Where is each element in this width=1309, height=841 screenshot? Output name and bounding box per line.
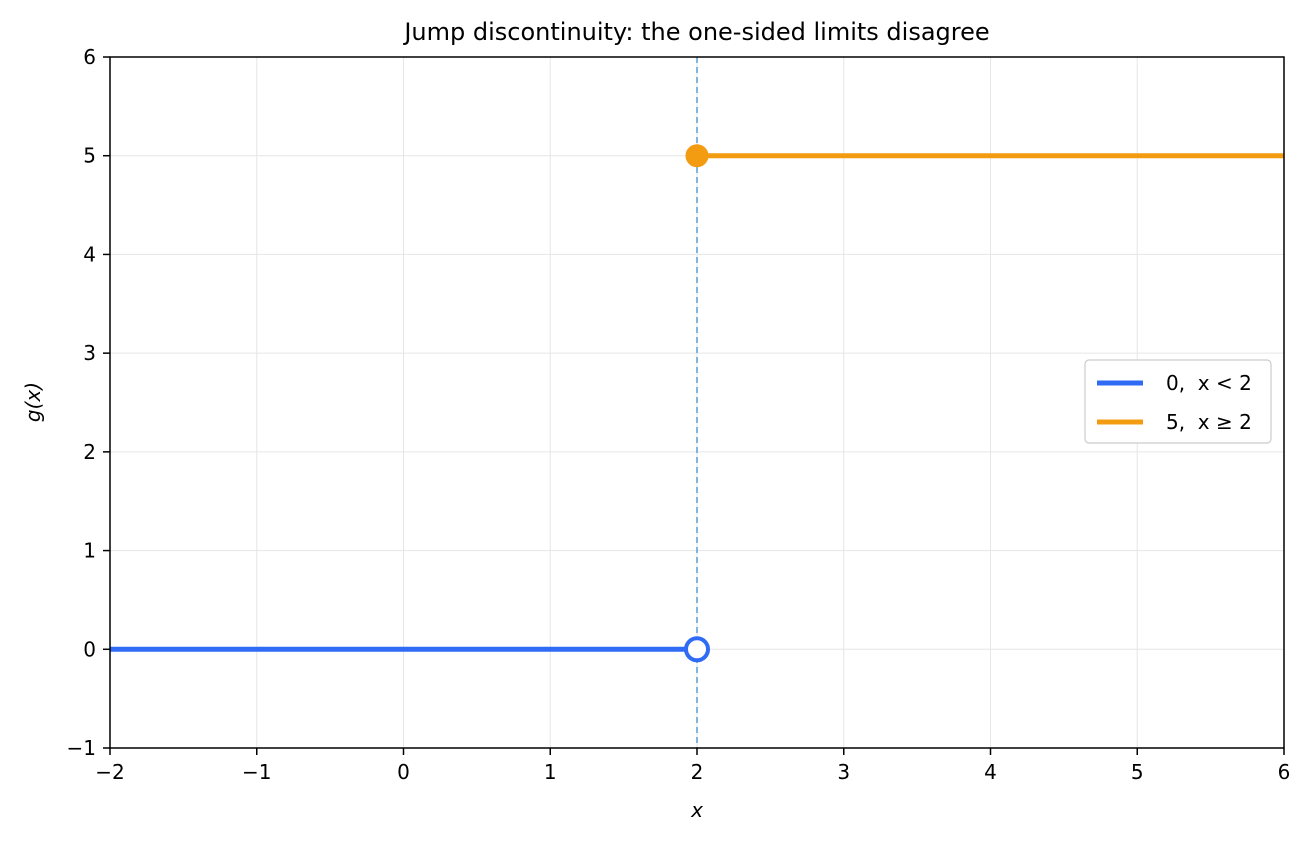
x-tick-label: 4 bbox=[984, 760, 997, 784]
x-tick-label: −1 bbox=[242, 760, 271, 784]
y-axis: −1 0 1 2 3 4 5 6 bbox=[67, 45, 110, 760]
x-axis-label: x bbox=[690, 798, 703, 822]
y-tick-label: 3 bbox=[83, 341, 96, 365]
x-tick-label: 6 bbox=[1278, 760, 1291, 784]
y-tick-label: −1 bbox=[67, 736, 96, 760]
x-tick-label: 3 bbox=[837, 760, 850, 784]
legend-label-1: 0, x < 2 bbox=[1166, 371, 1252, 395]
y-tick-label: 1 bbox=[83, 539, 96, 563]
x-tick-label: 2 bbox=[691, 760, 704, 784]
x-tick-label: 5 bbox=[1131, 760, 1144, 784]
y-tick-label: 0 bbox=[83, 637, 96, 661]
legend-label-2: 5, x ≥ 2 bbox=[1166, 410, 1252, 434]
x-tick-label: 0 bbox=[397, 760, 410, 784]
open-endpoint-marker bbox=[684, 636, 710, 663]
closed-endpoint-marker bbox=[685, 144, 709, 168]
series-layer bbox=[110, 144, 1284, 663]
y-tick-label: 4 bbox=[83, 242, 96, 266]
y-tick-label: 5 bbox=[83, 144, 96, 168]
y-tick-label: 6 bbox=[83, 45, 96, 69]
x-tick-label: 1 bbox=[544, 760, 557, 784]
x-axis: −2 −1 0 1 2 3 4 5 6 bbox=[95, 748, 1290, 784]
x-tick-label: −2 bbox=[95, 760, 124, 784]
chart-title: Jump discontinuity: the one-sided limits… bbox=[402, 18, 989, 46]
legend: 0, x < 2 5, x ≥ 2 bbox=[1084, 359, 1272, 444]
y-tick-label: 2 bbox=[83, 440, 96, 464]
y-axis-label: g(x) bbox=[21, 382, 45, 422]
